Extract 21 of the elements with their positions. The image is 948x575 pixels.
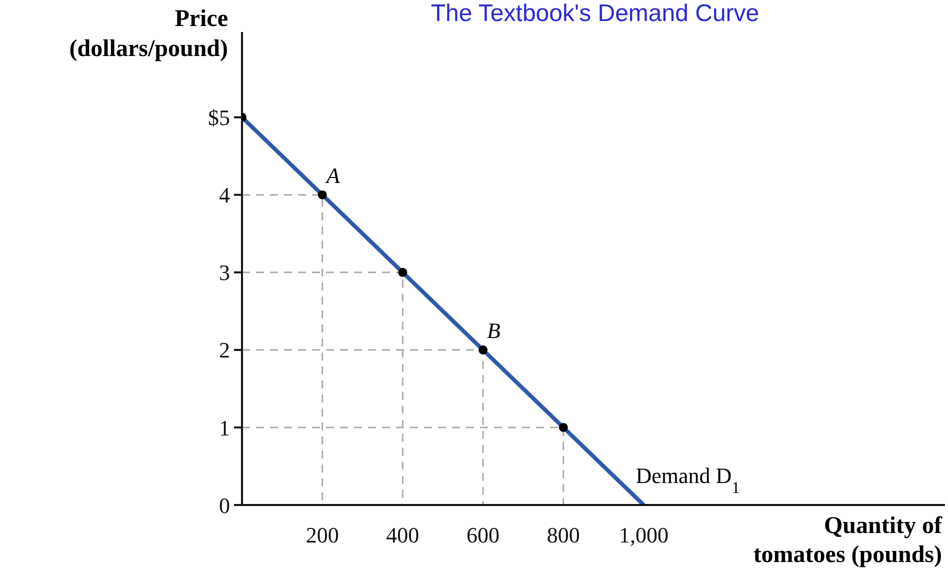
point (318, 190, 327, 200)
chart-title: The Textbook's Demand Curve (430, 0, 760, 28)
point (478, 345, 488, 354)
y-tick-label: 1 (219, 415, 230, 440)
x-tick-label: 600 (466, 522, 500, 548)
x-tick-label: 400 (386, 522, 420, 548)
y-tick-label: $5 (208, 105, 230, 130)
x-tick-label: 1,000 (618, 522, 668, 548)
annotation: B (487, 318, 500, 343)
point (398, 268, 408, 277)
series-label: Demand D$_{1}$ (636, 463, 740, 496)
x-tick-label: 200 (306, 522, 339, 548)
y-tick-label: 4 (219, 182, 230, 208)
annotation: A (324, 162, 340, 188)
y-tick-label: 3 (219, 260, 230, 286)
y-axis-title: Price (dollars/pound) (68, 5, 228, 64)
point (558, 422, 568, 432)
y-tick-label: 2 (219, 338, 230, 363)
x-tick-label: 800 (546, 522, 580, 548)
y-tick-label: 0 (219, 492, 230, 518)
x-axis-title: Quantity of tomatoes (pounds) (753, 512, 942, 570)
